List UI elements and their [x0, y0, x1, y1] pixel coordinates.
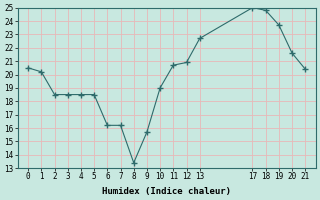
X-axis label: Humidex (Indice chaleur): Humidex (Indice chaleur) [102, 187, 231, 196]
